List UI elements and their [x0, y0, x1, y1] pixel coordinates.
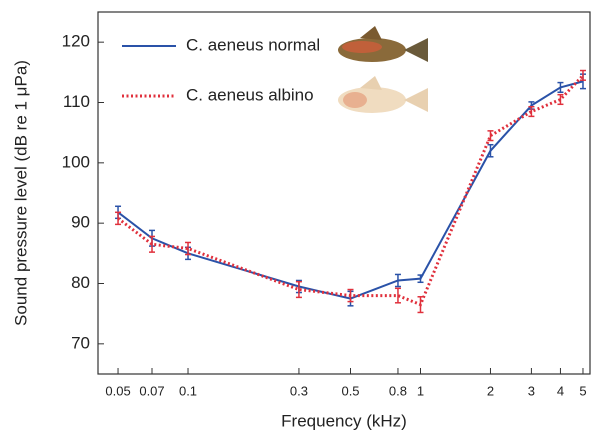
- x-tick-label: 0.5: [341, 383, 359, 398]
- fish-normal: [338, 26, 428, 62]
- x-tick-label: 0.1: [179, 383, 197, 398]
- x-tick-label: 2: [487, 383, 494, 398]
- x-tick-label: 3: [528, 383, 535, 398]
- y-tick-label: 110: [63, 92, 90, 111]
- legend-label: C. aeneus albino: [186, 85, 314, 104]
- x-tick-label: 5: [579, 383, 586, 398]
- x-tick-label: 1: [417, 383, 424, 398]
- series-line: [117, 80, 584, 300]
- y-tick-label: 90: [71, 213, 90, 232]
- x-tick-label: 0.8: [389, 383, 407, 398]
- y-tick-label: 80: [71, 273, 90, 292]
- legend-label: C. aeneus normal: [186, 35, 320, 54]
- x-axis-label: Frequency (kHz): [281, 411, 407, 430]
- x-tick-label: 0.07: [139, 383, 164, 398]
- y-tick-label: 70: [71, 333, 90, 352]
- x-tick-label: 4: [557, 383, 564, 398]
- x-tick-label: 0.3: [290, 383, 308, 398]
- plot-frame: [97, 11, 591, 375]
- y-tick-label: 100: [62, 152, 90, 171]
- fish-albino: [338, 76, 428, 113]
- y-tick-label: 120: [62, 32, 90, 51]
- x-tick-label: 0.05: [105, 383, 130, 398]
- y-axis-label: Sound pressure level (dB re 1 μPa): [11, 60, 30, 326]
